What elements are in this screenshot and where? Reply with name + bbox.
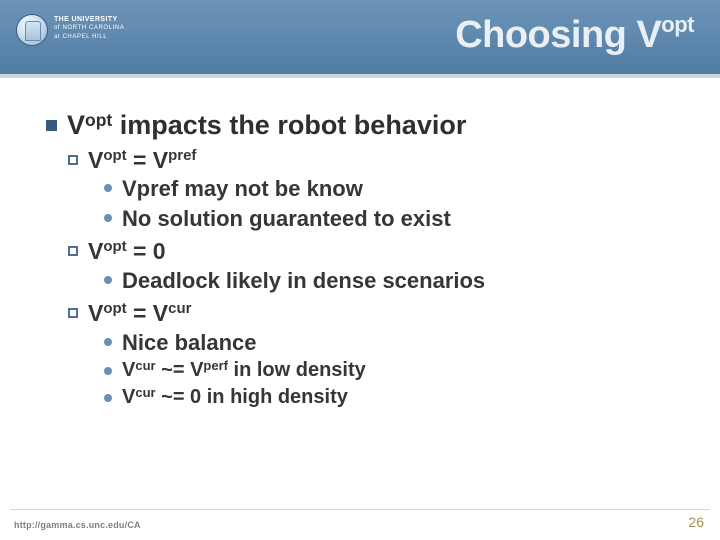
t: Vpref may not be know [122, 175, 363, 203]
uni-line3: at CHAPEL HILL [54, 33, 124, 42]
dot-icon [104, 338, 112, 346]
v: V [67, 110, 85, 140]
t: No solution guaranteed to exist [122, 205, 451, 233]
bullet-lvl3: Nice balance [104, 329, 684, 357]
title-text: Choosing V [455, 14, 661, 56]
dot-icon [104, 367, 112, 375]
page-number: 26 [688, 514, 704, 530]
t: Nice balance [122, 329, 257, 357]
bullet-lvl3: Vcur ~= Vperf in low density [104, 358, 684, 383]
bullet-lvl3: No solution guaranteed to exist [104, 205, 684, 233]
bullet-lvl3: Deadlock likely in dense scenarios [104, 267, 684, 295]
t: Vcur ~= 0 in high density [122, 385, 348, 410]
lvl2-text: Vopt = Vpref [88, 147, 196, 173]
lvl1-text: Vopt impacts the robot behavior [67, 110, 466, 141]
footer-rule [10, 509, 710, 510]
footer-url: http://gamma.cs.unc.edu/CA [14, 520, 141, 530]
uni-line1: THE UNIVERSITY [54, 15, 124, 24]
seal-icon [16, 14, 48, 46]
lvl2-text: Vopt = 0 [88, 238, 166, 264]
bullet-lvl2: Vopt = Vcur [68, 300, 684, 326]
slide-header: THE UNIVERSITY of NORTH CAROLINA at CHAP… [0, 0, 720, 78]
slide: THE UNIVERSITY of NORTH CAROLINA at CHAP… [0, 0, 720, 540]
bullet-lvl2: Vopt = 0 [68, 238, 684, 264]
outline-square-icon [68, 246, 78, 256]
bullet-lvl3: Vcur ~= 0 in high density [104, 385, 684, 410]
slide-body: Vopt impacts the robot behavior Vopt = V… [0, 78, 720, 410]
university-name: THE UNIVERSITY of NORTH CAROLINA at CHAP… [54, 15, 124, 42]
t: Deadlock likely in dense scenarios [122, 267, 485, 295]
bullet-lvl2: Vopt = Vpref [68, 147, 684, 173]
rest: impacts the robot behavior [112, 110, 466, 140]
university-logo: THE UNIVERSITY of NORTH CAROLINA at CHAP… [16, 14, 124, 46]
bullet-lvl3: Vpref may not be know [104, 175, 684, 203]
uni-line2: of NORTH CAROLINA [54, 24, 124, 33]
dot-icon [104, 276, 112, 284]
outline-square-icon [68, 308, 78, 318]
dot-icon [104, 184, 112, 192]
title-sup: opt [661, 12, 694, 37]
t: Vcur ~= Vperf in low density [122, 358, 366, 383]
bullet-lvl1: Vopt impacts the robot behavior [46, 110, 684, 141]
square-bullet-icon [46, 120, 57, 131]
lvl2-text: Vopt = Vcur [88, 300, 191, 326]
sup-opt: opt [85, 110, 112, 130]
outline-square-icon [68, 155, 78, 165]
dot-icon [104, 214, 112, 222]
slide-title: Choosing Vopt [455, 14, 694, 57]
dot-icon [104, 394, 112, 402]
